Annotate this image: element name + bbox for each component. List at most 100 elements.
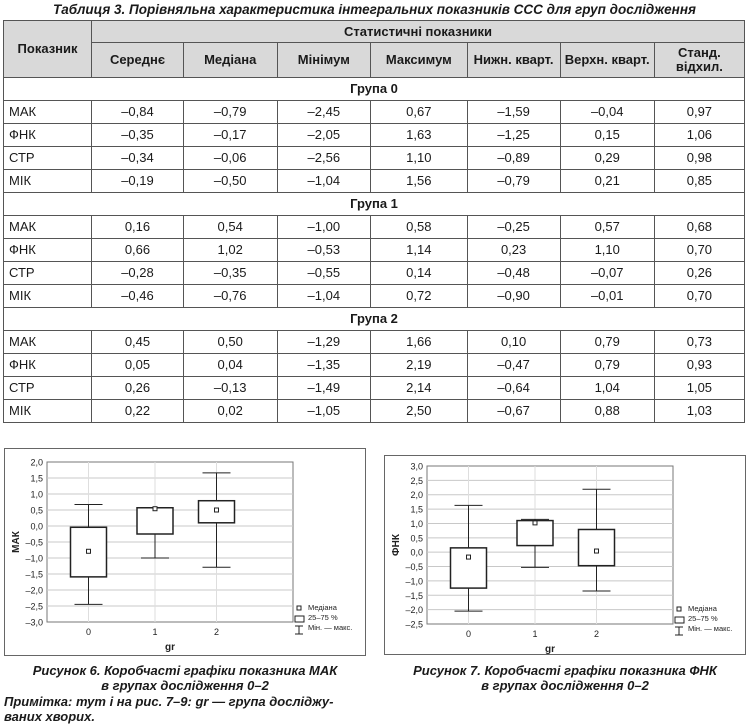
y-tick-label: –1,0: [25, 554, 43, 564]
table-cell: –2,56: [276, 146, 372, 170]
y-tick-label: 0,5: [30, 506, 43, 516]
y-tick-label: –3,0: [25, 618, 43, 628]
table-cell: –1,25: [466, 123, 561, 147]
column-header: Максимум: [370, 42, 468, 78]
x-tick-label: 1: [532, 629, 537, 639]
table-cell: 0,54: [182, 215, 278, 239]
table-row: ФНК 0,05 0,04 –1,35 2,19 –0,47 0,79 0,93: [2, 353, 746, 377]
table-row: ФНК –0,35 –0,17 –2,05 1,63 –1,25 0,15 1,06: [2, 123, 746, 147]
table-cell: 0,45: [91, 330, 184, 354]
fig7-panel: 3,0 2,5 2,0 1,5 1,0 0,5 0,0 –0,5 –1,0 –1,5 –2,0 –2,…: [384, 455, 746, 655]
x-tick-label: 2: [594, 629, 599, 639]
y-axis-label: МАК: [11, 530, 22, 553]
table-cell: –0,06: [182, 146, 278, 170]
table-cell: –0,46: [91, 284, 184, 308]
indicator-name: МІК: [2, 169, 93, 193]
legend-entry: Мін. — макс.: [308, 623, 352, 632]
table-cell: 0,16: [91, 215, 184, 239]
box-group-1: [136, 506, 174, 559]
table-cell: –0,19: [91, 169, 184, 193]
iqr-box: [136, 507, 174, 535]
legend-entry: Медіана: [688, 604, 718, 613]
box-group-0: [449, 504, 488, 612]
x-tick-label: 0: [86, 627, 91, 637]
y-tick-label: 1,5: [410, 505, 423, 515]
plot-frame: [426, 465, 674, 625]
y-axis-label: ФНК: [391, 533, 402, 556]
table-cell: 2,50: [370, 399, 468, 423]
table-cell: 0,10: [466, 330, 561, 354]
x-tick-label: 2: [214, 627, 219, 637]
y-tick-label: 2,0: [30, 458, 43, 468]
x-axis-label: gr: [165, 642, 175, 653]
column-header: Верхн. кварт.: [559, 42, 655, 78]
note: Примітка: тут і на рис. 7–9: gr — група …: [4, 694, 354, 724]
group-row: Група 2: [3, 307, 745, 331]
indicator-name: МАК: [2, 215, 93, 239]
indicator-name: СТР: [2, 376, 93, 400]
table-cell: –0,17: [182, 123, 278, 147]
legend-entry: Мін. — макс.: [688, 624, 732, 633]
table-cell: –0,34: [91, 146, 184, 170]
table-cell: 0,73: [653, 330, 746, 354]
table-cell: 0,97: [653, 100, 746, 124]
table-row: МАК –0,84 –0,79 –2,45 0,67 –1,59 –0,04 0,97: [2, 100, 746, 124]
median-marker: [532, 520, 538, 526]
column-header-row: Середнє Медіана Мінімум Максимум Нижн. кварт…: [4, 42, 746, 78]
table-row: СТР 0,26 –0,13 –1,49 2,14 –0,64 1,04 1,05: [2, 376, 746, 400]
mak-boxplot: 2,0 1,5 1,0 0,5 0,0 –0,5 –1,0 –1,5 –2,0 –2,5 –3,0 0…: [11, 458, 352, 654]
y-tick-label: –2,5: [405, 620, 423, 630]
box-group-1: [516, 518, 554, 568]
y-tick-label: 2,0: [410, 490, 423, 500]
table-cell: 0,85: [653, 169, 746, 193]
box-group-2: [197, 472, 236, 568]
stats-group-header: Статистичні показники: [91, 20, 745, 43]
fnk-boxplot: 3,0 2,5 2,0 1,5 1,0 0,5 0,0 –0,5 –1,0 –1,5 –2,0 –2,…: [391, 462, 732, 655]
y-tick-label: –0,5: [25, 538, 43, 548]
legend-box-symbol: [674, 616, 685, 624]
median-marker: [466, 554, 471, 560]
table-row: МАК 0,16 0,54 –1,00 0,58 –0,25 0,57 0,68: [2, 215, 746, 239]
group-label: Група 0: [3, 77, 745, 101]
table-cell: –1,00: [276, 215, 372, 239]
note-line2: ваних хворих.: [4, 709, 95, 724]
table-cell: 0,98: [653, 146, 746, 170]
median-marker: [86, 548, 91, 554]
table-cell: –0,55: [276, 261, 372, 285]
table-cell: 2,14: [370, 376, 468, 400]
box-group-2: [577, 488, 616, 592]
indicator-name: МАК: [2, 100, 93, 124]
note-line1: Примітка: тут і на рис. 7–9: gr — група …: [4, 694, 334, 709]
table-cell: –0,67: [466, 399, 561, 423]
table-cell: –0,53: [276, 238, 372, 262]
median-marker: [594, 548, 599, 554]
indicator-name: ФНК: [2, 123, 93, 147]
table-cell: 1,66: [370, 330, 468, 354]
table-row: ФНК 0,66 1,02 –0,53 1,14 0,23 1,10 0,70: [2, 238, 746, 262]
table-cell: –1,59: [466, 100, 561, 124]
fig7-caption: Рисунок 7. Коробчасті графіки показника …: [384, 663, 746, 693]
table-cell: 2,19: [370, 353, 468, 377]
indicator-name: МАК: [2, 330, 93, 354]
legend-entry: 25–75 %: [688, 614, 718, 623]
table-cell: –0,79: [182, 100, 278, 124]
indicator-header: Показник: [2, 20, 93, 78]
table-row: СТР –0,28 –0,35 –0,55 0,14 –0,48 –0,07 0,26: [2, 261, 746, 285]
indicator-name: ФНК: [2, 353, 93, 377]
table-cell: –0,48: [466, 261, 561, 285]
median-marker: [214, 507, 219, 513]
y-tick-label: 0,0: [30, 522, 43, 532]
table-cell: –0,90: [466, 284, 561, 308]
y-tick-label: –1,5: [405, 591, 423, 601]
fig6-caption-line2: в групах дослідження 0–2: [101, 678, 269, 693]
table-cell: 0,26: [653, 261, 746, 285]
group-label: Група 2: [3, 307, 745, 331]
fig6-panel: 2,0 1,5 1,0 0,5 0,0 –0,5 –1,0 –1,5 –2,0 –2,5 –3,0 0…: [4, 448, 366, 656]
group-row: Група 1: [3, 192, 745, 216]
y-tick-label: –2,0: [25, 586, 43, 596]
fig6-caption: Рисунок 6. Коробчасті графіки показника …: [0, 663, 370, 693]
table-row: СТР –0,34 –0,06 –2,56 1,10 –0,89 0,29 0,98: [2, 146, 746, 170]
x-axis-label: gr: [545, 644, 555, 654]
group-label: Група 1: [3, 192, 745, 216]
table-cell: 0,70: [653, 238, 746, 262]
